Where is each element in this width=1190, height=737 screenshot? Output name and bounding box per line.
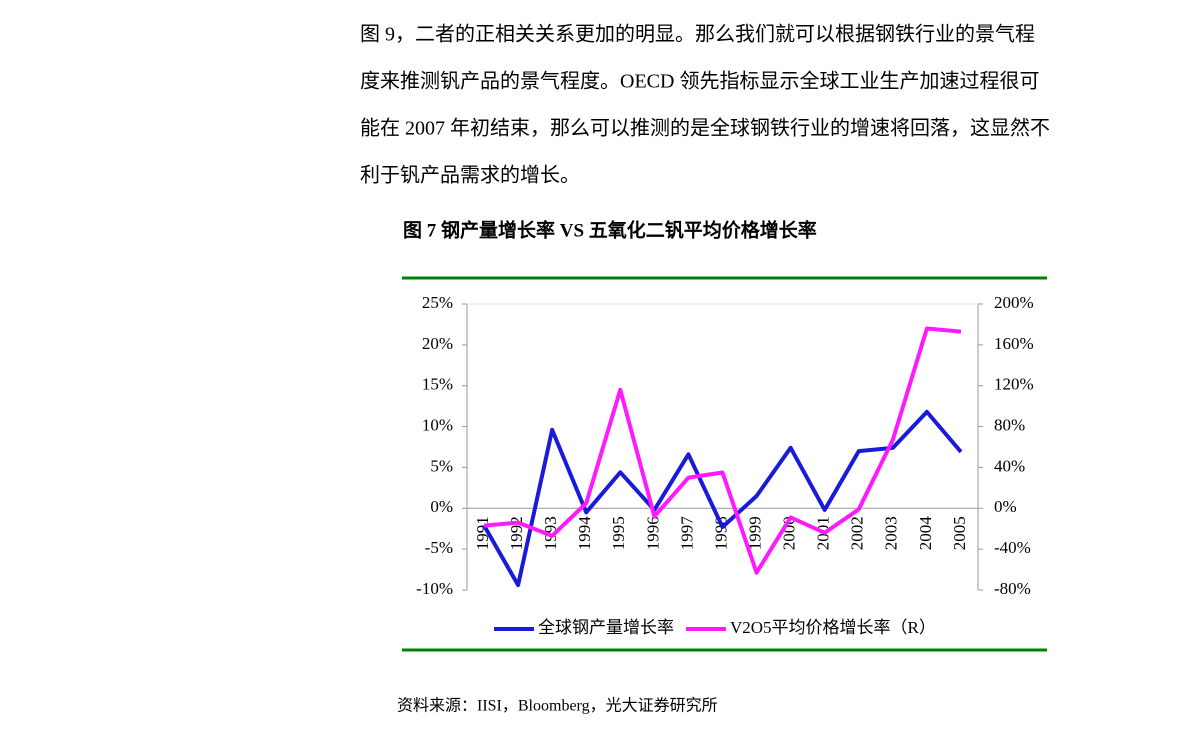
x-tick-label: 2002: [848, 516, 867, 550]
x-tick-label: 1997: [677, 516, 696, 551]
y2-tick-label: 200%: [994, 293, 1034, 312]
y2-tick-label: -80%: [994, 579, 1031, 598]
legend-label: 全球钢产量增长率: [538, 618, 674, 637]
paragraph-line: 度来推测钒产品的景气程度。OECD 领先指标显示全球工业生产加速过程很可: [360, 70, 1039, 93]
paragraph-line: 利于钒产品需求的增长。: [360, 164, 580, 187]
series-line: [482, 409, 963, 588]
y-tick-label: 10%: [422, 415, 453, 434]
source: 资料来源：IISI，Bloomberg，光大证券研究所: [397, 697, 718, 715]
y2-tick-label: 160%: [994, 334, 1034, 353]
x-tick-label: 2005: [950, 516, 969, 550]
figure-title: 图 7 钢产量增长率 VS 五氧化二钒平均价格增长率: [403, 218, 817, 241]
paragraph-line: 图 9，二者的正相关关系更加的明显。那么我们就可以根据钢铁行业的景气程: [360, 23, 1035, 46]
y-tick-label: 5%: [430, 456, 453, 475]
paragraph-line: 能在 2007 年初结束，那么可以推测的是全球钢铁行业的增速将回落，这显然不: [360, 117, 1050, 140]
y-tick-label: 25%: [422, 293, 453, 312]
y2-tick-label: 80%: [994, 415, 1025, 434]
y2-tick-label: 120%: [994, 375, 1034, 394]
y2-tick-label: 0%: [994, 497, 1017, 516]
y-tick-label: 15%: [422, 375, 453, 394]
y-tick-label: 20%: [422, 334, 453, 353]
y-tick-label: 0%: [430, 497, 453, 516]
y2-tick-label: -40%: [994, 538, 1031, 557]
series-line: [483, 326, 962, 575]
y-tick-label: -5%: [425, 538, 453, 557]
y2-tick-label: 40%: [994, 456, 1025, 475]
x-tick-label: 1995: [609, 516, 628, 550]
legend-label: V2O5平均价格增长率（R）: [730, 618, 936, 637]
x-tick-label: 2003: [882, 516, 901, 550]
x-tick-label: 1994: [575, 516, 594, 551]
x-tick-label: 2004: [916, 516, 935, 551]
y-tick-label: -10%: [416, 579, 453, 598]
x-tick-label: 1999: [745, 516, 764, 550]
x-tick-label: 1996: [643, 516, 662, 550]
